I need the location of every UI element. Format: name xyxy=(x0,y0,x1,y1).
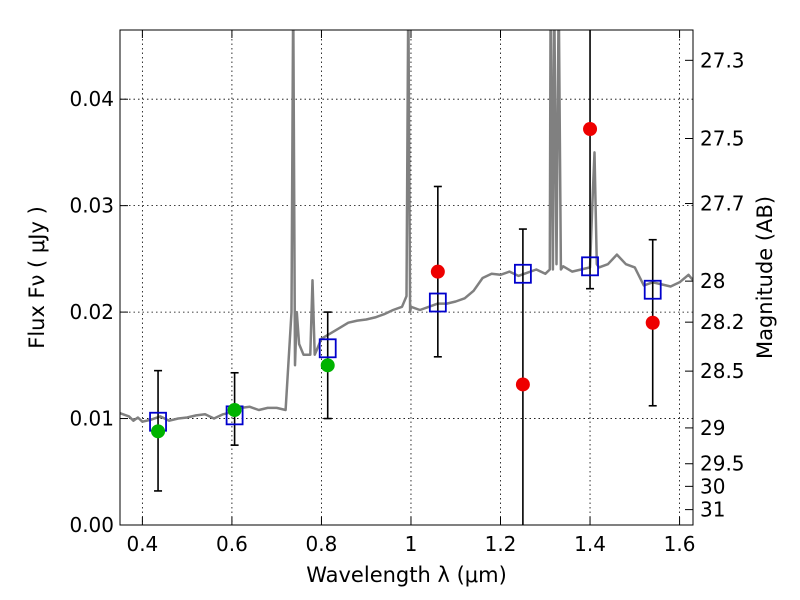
y-tick-label: 0.03 xyxy=(69,194,114,218)
mag-tick-label: 30 xyxy=(700,474,725,498)
y-tick-label: 0.00 xyxy=(69,513,114,537)
x-tick-label: 1.6 xyxy=(664,532,696,556)
data-point xyxy=(515,377,530,392)
x-tick-label: 1.2 xyxy=(485,532,517,556)
data-point xyxy=(583,122,598,136)
mag-tick-label: 28.5 xyxy=(700,359,745,383)
grid xyxy=(120,30,693,525)
x-tick-label: 1 xyxy=(405,532,418,556)
x-tick-label: 0.4 xyxy=(126,532,158,556)
plot-frame xyxy=(119,29,694,526)
model-box xyxy=(318,338,337,359)
model-box xyxy=(643,279,662,300)
data-point xyxy=(320,358,335,373)
mag-tick-label: 28.2 xyxy=(700,310,745,334)
y-tick-label: 0.02 xyxy=(69,300,114,324)
x-axis-label: Wavelength λ (μm) xyxy=(306,563,507,587)
mag-tick-label: 29.5 xyxy=(700,452,745,476)
x-tick-label: 0.6 xyxy=(216,532,248,556)
model-box xyxy=(581,256,599,277)
x-tick-label: 0.8 xyxy=(306,532,338,556)
mag-tick-label: 27.5 xyxy=(700,126,745,150)
spectrum-layer xyxy=(120,30,693,423)
y2-axis-label: Magnitude (AB) xyxy=(753,196,777,359)
model-box-layer xyxy=(149,256,662,432)
mag-tick-label: 28 xyxy=(700,269,725,293)
data-point xyxy=(430,264,445,279)
mag-tick-label: 31 xyxy=(700,498,725,522)
point-layer xyxy=(151,122,660,439)
mag-tick-label: 27.3 xyxy=(700,48,745,72)
data-point xyxy=(645,315,660,330)
data-point xyxy=(151,424,166,439)
mag-tick-label: 27.7 xyxy=(700,192,745,216)
x-tick-label: 1.4 xyxy=(574,532,606,556)
spectrum-line xyxy=(120,30,693,423)
y-tick-label: 0.04 xyxy=(69,87,114,111)
mag-tick-label: 29 xyxy=(700,416,725,440)
tick-layer: 0.4 0.6 0.8 1 1.2 1.4 1.6 0.00 0.01 0.02 0.03 0.04 2… xyxy=(69,30,745,556)
model-box xyxy=(428,292,447,313)
y-tick-label: 0.01 xyxy=(69,407,114,431)
y-axis-label: Flux Fν ( μJy ) xyxy=(25,206,49,349)
data-point xyxy=(227,403,242,418)
model-box xyxy=(513,263,532,284)
